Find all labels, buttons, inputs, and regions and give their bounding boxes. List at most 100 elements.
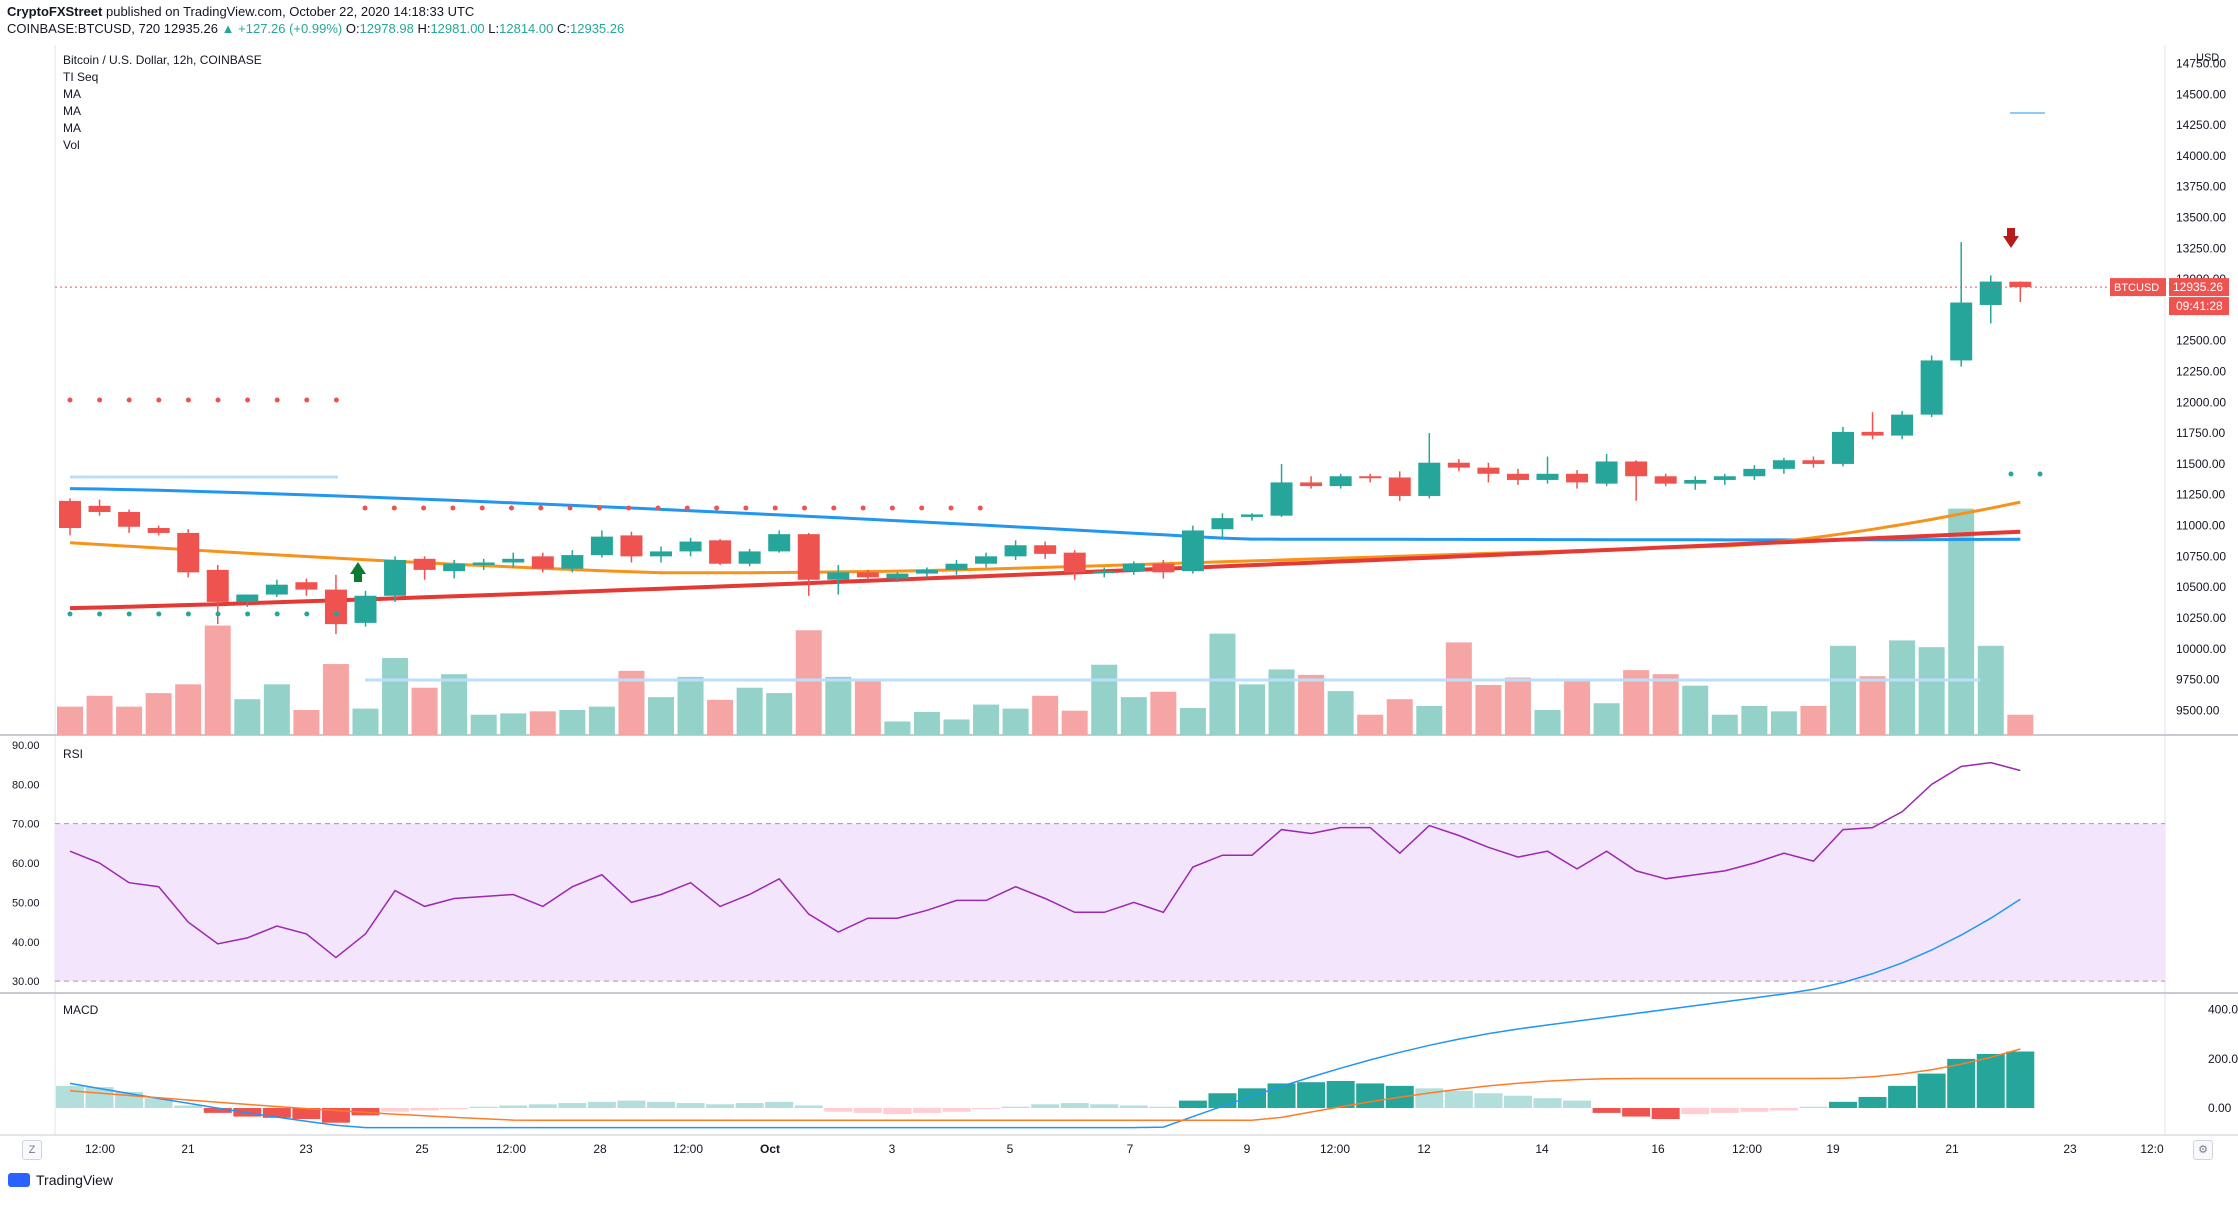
candle xyxy=(1950,242,1973,367)
ohlc-open: 12978.98 xyxy=(359,21,414,36)
candle-body xyxy=(1832,431,1854,464)
macd-histogram-bar xyxy=(942,1107,971,1112)
td-dot-red xyxy=(245,397,251,403)
macd-tick-label: 200.00 xyxy=(2208,1052,2238,1066)
legend-item-ma3[interactable]: MA xyxy=(63,121,81,135)
rsi-tick-label: 40.00 xyxy=(12,937,40,949)
settings-gear-icon[interactable]: ⚙ xyxy=(2193,1140,2213,1160)
macd-histogram-bar xyxy=(912,1107,941,1113)
macd-histogram-bar xyxy=(469,1106,498,1108)
candle xyxy=(472,558,495,570)
macd-histogram-bar xyxy=(1119,1105,1148,1108)
td-dot-green xyxy=(67,611,73,617)
td-dot-red xyxy=(362,505,368,511)
candle xyxy=(1802,456,1825,468)
macd-histogram-bar xyxy=(2006,1051,2035,1108)
volume-bar xyxy=(1150,691,1177,735)
symbol-tag-bg xyxy=(2110,278,2166,297)
candle xyxy=(147,525,170,536)
candle xyxy=(236,594,259,607)
rsi-tick-label: 50.00 xyxy=(12,897,40,909)
macd-histogram-bar xyxy=(1503,1095,1532,1108)
td-dot-red xyxy=(860,505,866,511)
volume-bar xyxy=(57,706,83,735)
volume-bar xyxy=(1770,711,1797,735)
price-tick-label: 9750.00 xyxy=(2176,673,2220,687)
candle xyxy=(1713,473,1736,485)
candle xyxy=(1093,567,1116,578)
candle xyxy=(1329,473,1352,489)
macd-histogram-bar xyxy=(1888,1085,1917,1108)
macd-histogram-bar xyxy=(174,1105,203,1108)
td-dot-green xyxy=(2037,471,2043,477)
macd-histogram-bar xyxy=(617,1100,646,1108)
candle xyxy=(502,552,525,568)
td-dot-red xyxy=(156,397,162,403)
candle xyxy=(59,498,81,536)
candle-body xyxy=(502,558,525,563)
macd-histogram-bar xyxy=(1829,1101,1857,1108)
rsi-tick-label: 60.00 xyxy=(12,858,40,870)
candle xyxy=(443,560,466,579)
candle xyxy=(797,532,820,596)
last-price: 12935.26 xyxy=(163,21,219,36)
time-tick-label: 12:00 xyxy=(1732,1142,1762,1156)
volume-bar xyxy=(322,664,349,735)
macd-histogram-bar xyxy=(1267,1083,1296,1108)
price-tick-label: 14750.00 xyxy=(2176,56,2226,70)
volume-bar xyxy=(529,711,556,735)
candle-body xyxy=(1004,545,1027,557)
volume-bar xyxy=(854,679,881,735)
symbol-info: COINBASE:BTCUSD, 720 12935.26 ▲ +127.26 … xyxy=(7,21,624,36)
volume-bar xyxy=(1534,710,1561,735)
volume-bar xyxy=(234,699,261,735)
legend-item-ma1[interactable]: MA xyxy=(63,87,81,101)
volume-bar xyxy=(116,706,143,735)
ohlc-high-label: H: xyxy=(417,21,431,36)
macd-signal-line xyxy=(69,1048,2021,1122)
volume-bar xyxy=(1977,645,2004,735)
price-currency-label: USD xyxy=(2196,52,2219,64)
candle xyxy=(738,548,761,567)
candle-body xyxy=(709,540,732,564)
footer-brand[interactable]: TradingView xyxy=(36,1172,114,1188)
legend-item-vol[interactable]: Vol xyxy=(63,138,80,152)
volume-bar xyxy=(707,699,734,735)
td-dot-green xyxy=(333,611,339,617)
td-dot-red xyxy=(333,397,339,403)
candle-body xyxy=(738,551,761,564)
volume-bar xyxy=(1120,697,1147,735)
macd-histogram-bar xyxy=(1474,1093,1503,1108)
candle-body xyxy=(797,534,820,580)
td-dot-red xyxy=(567,505,573,511)
td-dot-green xyxy=(156,611,162,617)
volume-bar xyxy=(1061,710,1088,735)
price-tick-label: 10750.00 xyxy=(2176,549,2226,563)
candle-body xyxy=(206,569,229,602)
candle xyxy=(413,556,436,580)
legend-item-tiseq[interactable]: TI Seq xyxy=(63,70,99,84)
td-dot-red xyxy=(772,505,778,511)
candle xyxy=(1832,426,1854,467)
candle-body xyxy=(1684,479,1707,484)
td-dot-red xyxy=(889,505,895,511)
zoom-reset-button[interactable]: Z xyxy=(22,1140,42,1160)
td-dot-red xyxy=(626,505,632,511)
td-dot-red xyxy=(215,397,221,403)
volume-bar xyxy=(648,697,674,735)
candle xyxy=(650,546,672,563)
buy-signal-arrow-icon xyxy=(350,562,366,582)
rsi-tick-label: 70.00 xyxy=(12,819,40,831)
legend-item-ma2[interactable]: MA xyxy=(63,104,81,118)
volume-bar xyxy=(1711,714,1738,735)
volume-bar xyxy=(677,676,704,735)
rsi-line xyxy=(69,761,2021,959)
candle xyxy=(118,509,141,533)
candle-body xyxy=(88,505,111,512)
candle xyxy=(1891,410,1914,440)
macd-histogram-bar xyxy=(1356,1083,1385,1108)
publisher-name[interactable]: CryptoFXStreet xyxy=(7,4,103,19)
volume-bar xyxy=(500,713,527,735)
candle-body xyxy=(1388,477,1411,496)
